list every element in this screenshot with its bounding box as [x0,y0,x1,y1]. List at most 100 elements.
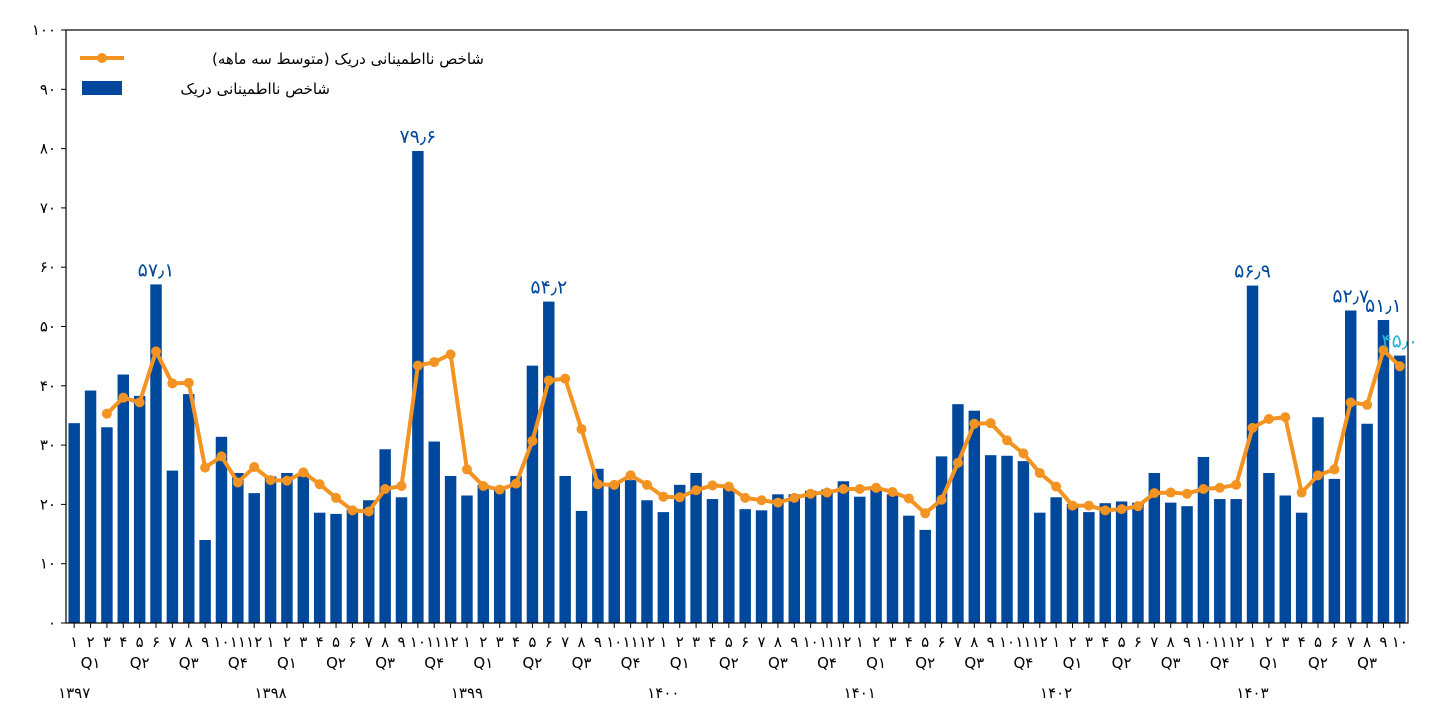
bar [379,449,391,623]
month-label: ۵ [332,633,340,651]
line-point [1149,488,1160,499]
month-label: ۱ [70,633,78,651]
line-point [1165,487,1176,498]
line-point [740,492,751,503]
line-point [1051,481,1062,492]
month-label: ۱۲ [1228,633,1244,651]
quarter-label: Q۴ [228,654,248,672]
quarter-label: Q۴ [1210,654,1230,672]
quarter-label: Q۱ [670,654,690,672]
month-label: ۲ [872,633,880,651]
bar [1181,506,1193,623]
month-label: ۱ [267,633,275,651]
month-label: ۳ [103,633,111,651]
line-point [1362,399,1373,410]
month-label: ۶ [1134,633,1142,651]
line-point [920,508,931,519]
line-layer [101,345,1405,519]
x-axis: ۱ ۲ ۳ ۴ ۵ ۶ ۷ ۸ ۹ ۱۰ ۱۱ ۱۲ ۱ ۲ ۳ ۴ ۵ ۶ ۷ ۸ ۹ ۱۰ ۱۱ ۱۲ ۱ ۲ ۳ ۴ ۵ ۶ ۷ ۸ ۹ ۱… [58,623,1408,702]
bar [952,404,964,623]
bar [1017,461,1030,623]
y-tick-label: ۳۰ [40,436,56,454]
month-label: ۴ [708,633,716,651]
y-tick-label: ۶۰ [40,258,56,276]
line-point [281,475,292,486]
bar [493,489,506,623]
line-point [952,457,963,468]
month-label: ۱۱ [230,633,246,651]
quarter-label: Q۳ [179,654,199,672]
month-label: ۱۲ [835,633,851,651]
line-point [1034,467,1045,478]
month-label: ۸ [970,633,978,651]
line-point [1247,422,1258,433]
line-point [445,349,456,360]
month-label: ۸ [381,633,389,651]
month-label: ۱۱ [1212,633,1228,651]
line-point [1263,414,1274,425]
bar [1344,310,1357,623]
month-label: ۷ [1347,633,1355,651]
month-label: ۱ [1052,633,1060,651]
bar [1361,423,1373,623]
bar [788,494,801,623]
quarter-label: Q۲ [326,654,346,672]
line-point [1378,345,1389,356]
month-label: ۱۰ [1392,633,1408,651]
month-label: ۳ [299,633,307,651]
y-tick-label: ۹۰ [40,80,56,98]
bar [854,496,866,623]
line-point [609,479,620,490]
line-point [478,481,489,492]
bar [984,455,997,623]
bar [1263,472,1275,623]
month-label: ۶ [545,633,553,651]
line-point [412,360,423,371]
line-point [167,378,178,389]
month-label: ۵ [1118,633,1126,651]
line-point [936,494,947,505]
bar [1083,512,1095,623]
month-label: ۶ [348,633,356,651]
month-label: ۱ [659,633,667,651]
month-label: ۸ [774,633,782,651]
data-label: ۵۶٫۹ [1234,261,1271,283]
y-tick-label: ۱۰۰ [32,21,56,39]
bar [444,475,457,623]
month-label: ۳ [692,633,700,651]
month-label: ۵ [528,633,536,651]
line-point [265,475,276,486]
bar [690,472,702,623]
month-label: ۷ [168,633,176,651]
bar [1312,417,1324,623]
line-point [641,479,652,490]
month-label: ۹ [201,633,209,651]
bar [199,539,211,623]
line-point [249,462,260,473]
bar [608,483,620,623]
quarter-label: Q۲ [1308,654,1328,672]
month-label: ۱۰ [213,633,229,651]
line-point [347,505,358,516]
bar [559,475,571,623]
line-point [1018,448,1029,459]
quarter-label: Q۳ [375,654,395,672]
line-point [1214,482,1225,493]
bar [297,472,310,623]
line-point [216,451,227,462]
line-point [494,484,505,495]
month-label: ۶ [1330,633,1338,651]
year-label: ۱۳۹۹ [451,684,483,702]
bar [166,470,179,623]
bar [84,390,97,623]
month-label: ۵ [1314,633,1322,651]
bar [706,499,719,623]
bar [133,395,146,623]
quarter-label: Q۲ [915,654,935,672]
quarter-label: Q۳ [964,654,984,672]
bar [575,510,588,623]
legend-label-bars: شاخص نااطمینانی دریک [180,80,330,98]
y-tick-label: ۷۰ [40,199,56,217]
y-tick-label: ۰ [48,614,56,632]
month-label: ۴ [119,633,127,651]
